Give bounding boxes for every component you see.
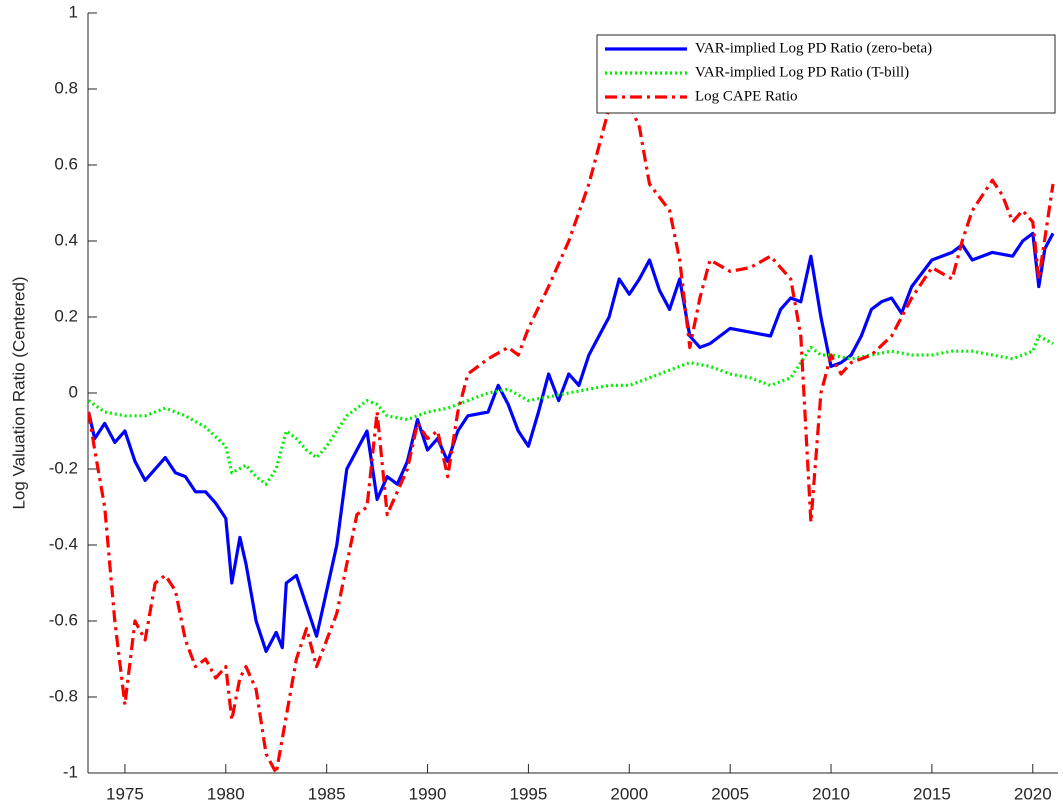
y-axis-label: Log Valuation Ratio (Centered) [9, 276, 28, 509]
x-tick-label: 2005 [711, 784, 749, 803]
y-tick-label: 0.8 [54, 78, 78, 97]
x-tick-label: 2015 [913, 784, 951, 803]
y-tick-label: -0.8 [49, 686, 78, 705]
y-tick-label: -0.4 [49, 534, 78, 553]
x-tick-label: 1975 [106, 784, 144, 803]
y-tick-label: 0.2 [54, 306, 78, 325]
legend-label: VAR-implied Log PD Ratio (zero-beta) [695, 40, 932, 56]
series-line [88, 231, 1055, 653]
y-tick-label: -0.6 [49, 610, 78, 629]
y-tick-label: -1 [63, 762, 78, 781]
legend-label: Log CAPE Ratio [695, 88, 798, 104]
legend: VAR-implied Log PD Ratio (zero-beta) VAR-… [596, 34, 1056, 114]
y-tick-label: 1 [69, 2, 78, 21]
plot-area [88, 79, 1055, 773]
x-tick-label: 1995 [509, 784, 547, 803]
x-tick-label: 1980 [207, 784, 245, 803]
x-tick-label: 1990 [409, 784, 447, 803]
y-tick-label: 0.6 [54, 154, 78, 173]
series-line [88, 334, 1054, 486]
x-tick-label: 2000 [610, 784, 648, 803]
y-tick-label: -0.2 [49, 458, 78, 477]
x-tick-label: 2010 [812, 784, 850, 803]
legend-label: VAR-implied Log PD Ratio (T-bill) [695, 64, 909, 80]
series-line [88, 79, 1055, 773]
y-tick-label: 0 [69, 382, 78, 401]
y-tick-label: 0.4 [54, 230, 78, 249]
x-tick-label: 1985 [308, 784, 346, 803]
x-tick-label: 2020 [1014, 784, 1052, 803]
